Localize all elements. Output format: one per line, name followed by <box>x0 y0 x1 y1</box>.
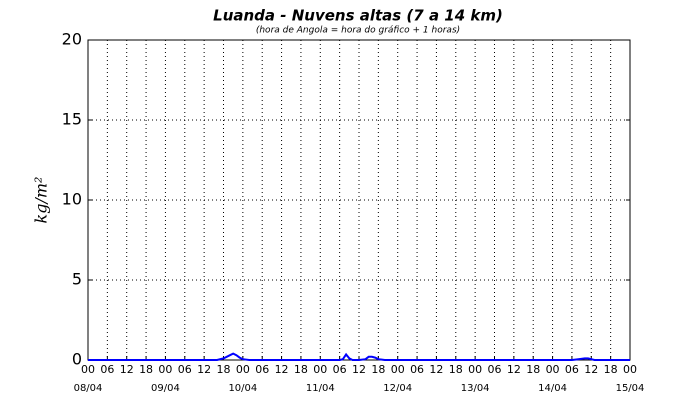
date-label: 08/04 <box>74 383 103 394</box>
chart-subtitle: (hora de Angola = hora do gráfico + 1 ho… <box>256 26 460 36</box>
date-label: 09/04 <box>151 383 180 394</box>
x-tick-label: 18 <box>371 363 385 376</box>
x-tick-label: 06 <box>333 363 347 376</box>
y-tick-label: 5 <box>72 270 82 289</box>
date-label: 15/04 <box>616 383 645 394</box>
x-tick-label: 06 <box>178 363 192 376</box>
x-tick-label: 12 <box>352 363 366 376</box>
x-tick-label: 12 <box>197 363 211 376</box>
x-tick-label: 18 <box>294 363 308 376</box>
x-tick-label: 00 <box>81 363 95 376</box>
y-tick-label: 0 <box>72 350 82 369</box>
date-label: 12/04 <box>383 383 412 394</box>
x-tick-label: 12 <box>120 363 134 376</box>
y-axis-label: kg/m² <box>32 177 51 224</box>
chart-title: Luanda - Nuvens altas (7 a 14 km) <box>213 7 503 25</box>
x-tick-label: 18 <box>139 363 153 376</box>
x-tick-label: 00 <box>468 363 482 376</box>
x-tick-label: 12 <box>429 363 443 376</box>
x-tick-label: 06 <box>488 363 502 376</box>
x-tick-label: 06 <box>565 363 579 376</box>
date-label: 14/04 <box>538 383 567 394</box>
x-tick-label: 00 <box>236 363 250 376</box>
x-tick-label: 00 <box>391 363 405 376</box>
x-tick-label: 18 <box>217 363 231 376</box>
y-tick-label: 10 <box>62 190 82 209</box>
y-tick-label: 15 <box>62 110 82 129</box>
x-tick-label: 12 <box>584 363 598 376</box>
x-tick-label: 12 <box>507 363 521 376</box>
x-tick-label: 06 <box>100 363 114 376</box>
x-tick-label: 06 <box>410 363 424 376</box>
x-tick-label: 18 <box>526 363 540 376</box>
data-line <box>88 352 630 361</box>
date-label: 10/04 <box>228 383 257 394</box>
date-label: 11/04 <box>306 383 335 394</box>
x-tick-label: 18 <box>604 363 618 376</box>
x-tick-label: 12 <box>275 363 289 376</box>
x-tick-label: 00 <box>623 363 637 376</box>
x-tick-label: 06 <box>255 363 269 376</box>
x-tick-label: 00 <box>158 363 172 376</box>
x-tick-label: 00 <box>313 363 327 376</box>
y-tick-label: 20 <box>62 30 82 49</box>
x-tick-label: 00 <box>546 363 560 376</box>
date-label: 13/04 <box>461 383 490 394</box>
x-tick-label: 18 <box>449 363 463 376</box>
